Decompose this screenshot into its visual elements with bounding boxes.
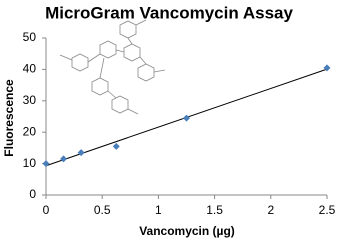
x-tick-label: 2 (267, 203, 274, 217)
data-point (183, 114, 190, 122)
y-axis-label: Fluorescence (2, 79, 16, 157)
y-tick-label: 20 (23, 124, 37, 138)
x-tick-label: 1 (155, 203, 162, 217)
data-point (112, 142, 120, 150)
data-point (42, 160, 50, 168)
x-tick-label: 2.5 (319, 203, 336, 217)
y-tick-label: 30 (23, 93, 37, 107)
x-tick-label: 1.5 (206, 203, 223, 217)
y-tick-label: 10 (23, 156, 37, 170)
data-point (60, 155, 68, 163)
molecule-structure (59, 19, 166, 115)
y-tick-label: 50 (23, 30, 37, 44)
y-tick-label: 0 (29, 187, 36, 201)
x-tick-label: 0.5 (94, 203, 111, 217)
data-point (77, 149, 85, 157)
x-tick-label: 0 (43, 203, 50, 217)
data-point (323, 64, 331, 72)
chart-title: MicroGram Vancomycin Assay (45, 3, 293, 22)
y-tick-label: 40 (23, 62, 37, 76)
x-axis-label: Vancomycin (µg) (139, 224, 235, 238)
